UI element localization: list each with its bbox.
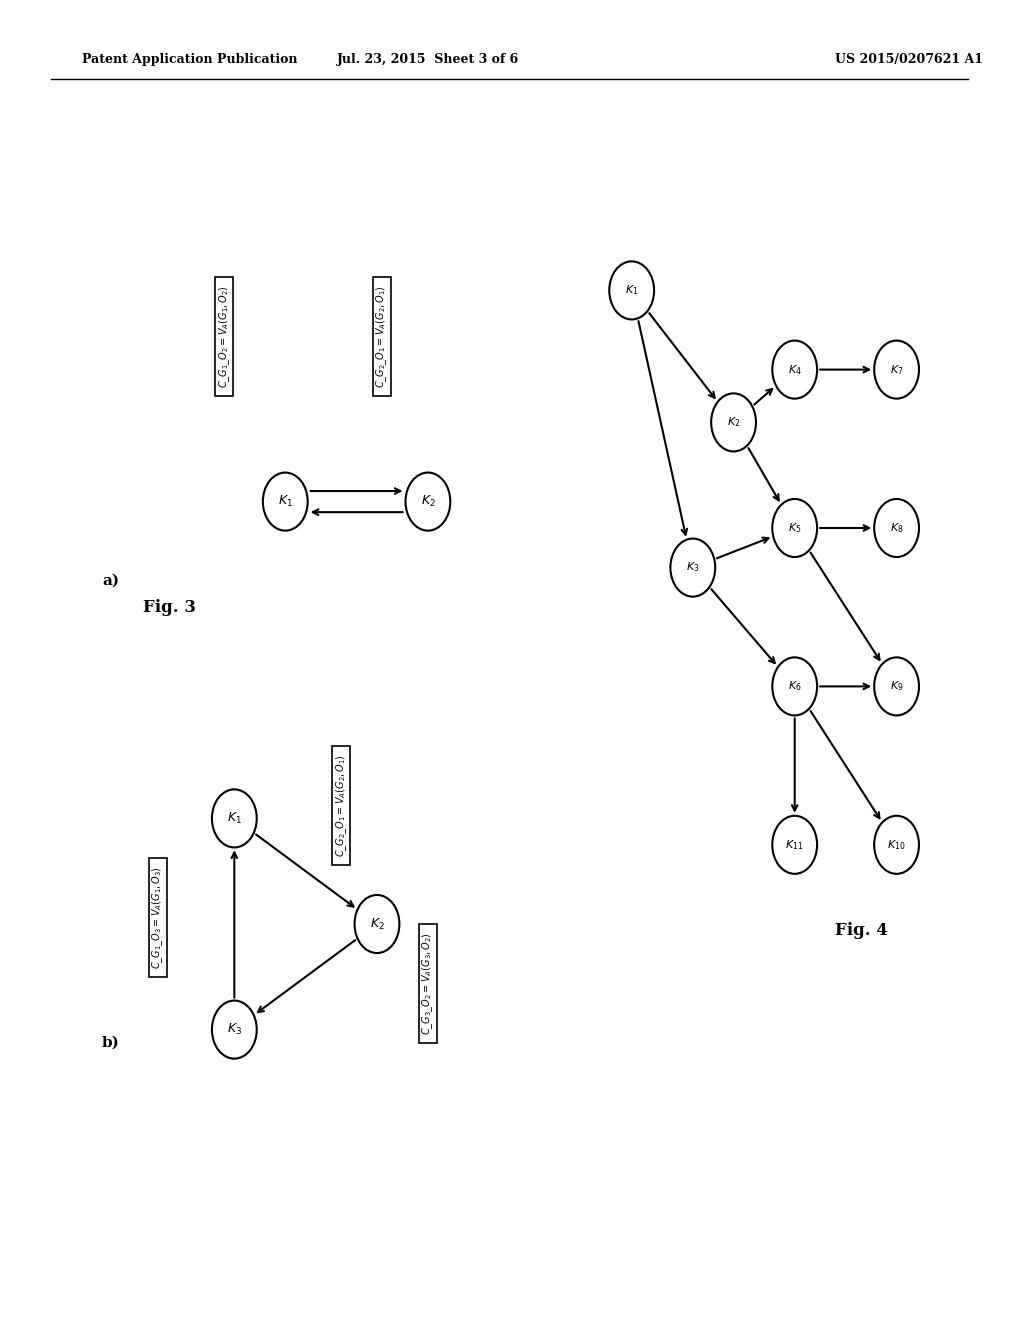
Text: $K_1$: $K_1$ (278, 494, 293, 510)
FancyBboxPatch shape (373, 277, 391, 396)
Text: $K_2$: $K_2$ (727, 416, 740, 429)
Text: $K_3$: $K_3$ (226, 1022, 242, 1038)
Text: Fig. 3: Fig. 3 (142, 599, 196, 615)
Circle shape (711, 393, 756, 451)
Circle shape (874, 341, 919, 399)
Text: $K_7$: $K_7$ (890, 363, 903, 376)
Circle shape (212, 1001, 257, 1059)
Text: Fig. 4: Fig. 4 (836, 923, 889, 939)
Circle shape (772, 341, 817, 399)
Text: a): a) (101, 574, 119, 587)
Circle shape (772, 657, 817, 715)
Circle shape (772, 499, 817, 557)
Text: $K_1$: $K_1$ (625, 284, 638, 297)
Circle shape (406, 473, 451, 531)
Text: Patent Application Publication: Patent Application Publication (82, 53, 297, 66)
Text: $K_9$: $K_9$ (890, 680, 903, 693)
Circle shape (772, 816, 817, 874)
FancyBboxPatch shape (332, 746, 350, 865)
Circle shape (874, 657, 919, 715)
Text: Jul. 23, 2015  Sheet 3 of 6: Jul. 23, 2015 Sheet 3 of 6 (337, 53, 519, 66)
Circle shape (609, 261, 654, 319)
Circle shape (212, 789, 257, 847)
Circle shape (874, 499, 919, 557)
Circle shape (263, 473, 307, 531)
Text: $C\_G_3\_O_2=V_A(G_3,O_2)$: $C\_G_3\_O_2=V_A(G_3,O_2)$ (421, 932, 435, 1035)
Text: $K_2$: $K_2$ (421, 494, 435, 510)
Circle shape (874, 816, 919, 874)
Text: $K_2$: $K_2$ (370, 916, 384, 932)
Circle shape (671, 539, 715, 597)
Text: $K_6$: $K_6$ (787, 680, 802, 693)
Text: US 2015/0207621 A1: US 2015/0207621 A1 (836, 53, 983, 66)
Text: $C\_G_2\_O_1=V_A(G_2,O_1)$: $C\_G_2\_O_1=V_A(G_2,O_1)$ (375, 285, 389, 388)
Text: $K_1$: $K_1$ (227, 810, 242, 826)
Text: $K_4$: $K_4$ (787, 363, 802, 376)
FancyBboxPatch shape (215, 277, 233, 396)
Text: $K_3$: $K_3$ (686, 561, 699, 574)
Text: $C\_G_1\_O_2=V_A(G_1,O_2)$: $C\_G_1\_O_2=V_A(G_1,O_2)$ (217, 285, 231, 388)
FancyBboxPatch shape (419, 924, 437, 1043)
Text: $K_5$: $K_5$ (787, 521, 802, 535)
Text: $K_{11}$: $K_{11}$ (785, 838, 804, 851)
Text: $C\_G_2\_O_1=V_A(G_2,O_1)$: $C\_G_2\_O_1=V_A(G_2,O_1)$ (334, 754, 349, 857)
Text: $C\_G_1\_O_3=V_A(G_1,O_3)$: $C\_G_1\_O_3=V_A(G_1,O_3)$ (151, 866, 165, 969)
Text: $K_8$: $K_8$ (890, 521, 903, 535)
Text: $K_{10}$: $K_{10}$ (887, 838, 906, 851)
Circle shape (354, 895, 399, 953)
Text: b): b) (101, 1036, 120, 1049)
FancyBboxPatch shape (148, 858, 167, 977)
